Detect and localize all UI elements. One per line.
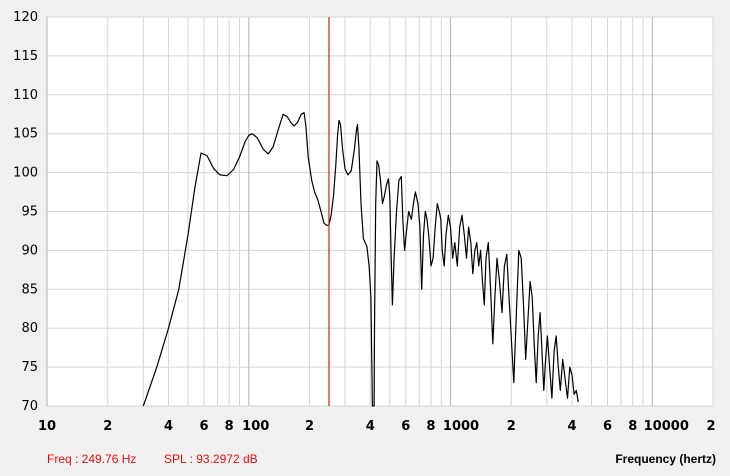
x-tick-label: 4 — [164, 419, 173, 434]
x-tick-label: 10 — [38, 419, 56, 434]
y-tick-label: 95 — [21, 205, 38, 220]
grid — [46, 16, 714, 407]
x-tick-label: 2 — [507, 419, 516, 434]
y-tick-label: 90 — [21, 243, 38, 258]
y-tick-label: 100 — [13, 166, 38, 181]
frequency-response-curve — [142, 112, 579, 407]
x-tick-label: 8 — [426, 419, 435, 434]
x-tick-label: 8 — [628, 419, 637, 434]
y-tick-label: 105 — [13, 127, 38, 142]
x-tick-label: 10000 — [644, 419, 689, 434]
y-tick-label: 110 — [13, 88, 38, 103]
series-layer — [142, 112, 579, 407]
x-axis: 10 2 4 6 8 100 2 4 6 8 1000 2 4 6 8 10000 2 — [38, 419, 716, 434]
x-axis-label: Frequency (hertz) — [615, 452, 716, 466]
x-tick-label: 6 — [199, 419, 208, 434]
x-tick-label: 6 — [603, 419, 612, 434]
x-tick-label: 2 — [103, 419, 112, 434]
y-tick-label: 115 — [13, 49, 38, 64]
x-tick-label: 100 — [242, 419, 269, 434]
x-tick-label: 8 — [225, 419, 234, 434]
x-tick-label: 6 — [401, 419, 410, 434]
y-tick-label: 75 — [21, 360, 38, 375]
y-tick-label: 80 — [21, 321, 38, 336]
x-tick-label: 4 — [366, 419, 375, 434]
y-tick-label: 70 — [21, 399, 38, 414]
y-tick-label: 120 — [13, 10, 38, 25]
x-tick-label: 2 — [706, 419, 715, 434]
x-tick-label: 1000 — [443, 419, 479, 434]
x-tick-label: 2 — [305, 419, 314, 434]
y-tick-label: 85 — [21, 282, 38, 297]
spl-readout: SPL : 93.2972 dB — [164, 452, 258, 466]
x-tick-label: 4 — [567, 419, 576, 434]
frequency-readout: Freq : 249.76 Hz — [47, 452, 137, 466]
y-axis: 70 75 80 85 90 95 100 105 110 115 120 — [13, 10, 38, 414]
